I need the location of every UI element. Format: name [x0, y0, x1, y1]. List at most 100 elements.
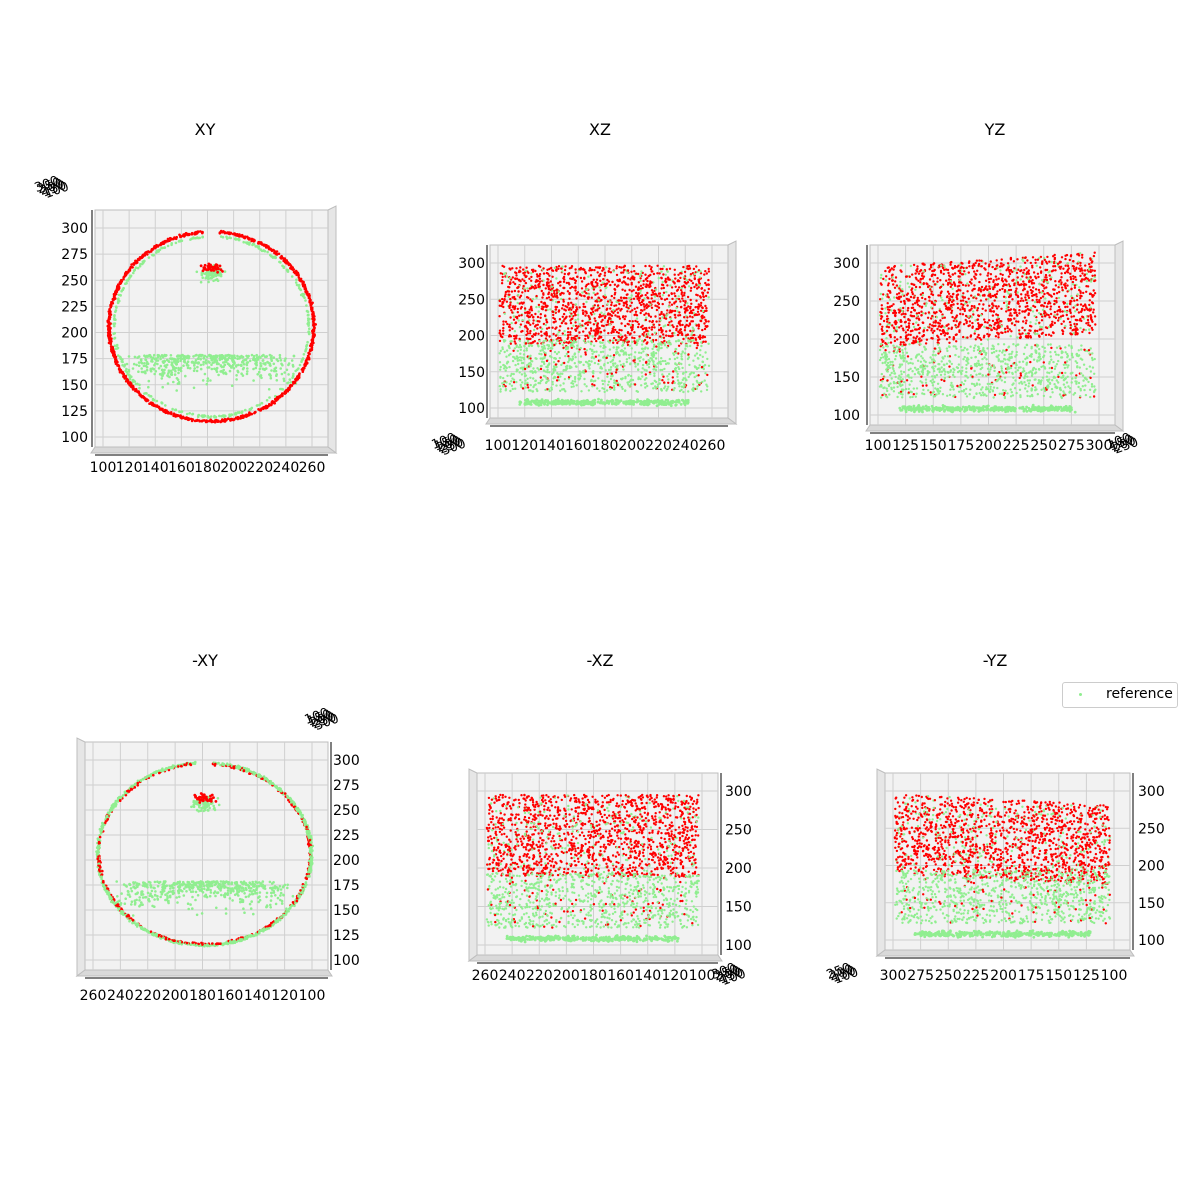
point-reference	[650, 353, 653, 357]
point-reference	[566, 401, 570, 404]
point-target	[516, 307, 519, 311]
point-target	[295, 273, 298, 277]
point-reference	[158, 372, 162, 376]
point-reference	[200, 272, 204, 275]
point-target	[680, 291, 684, 294]
scatter-points	[106, 229, 318, 424]
point-target	[650, 297, 653, 300]
point-target	[580, 280, 584, 283]
point-target	[656, 294, 659, 298]
point-reference	[515, 368, 519, 371]
point-reference	[573, 375, 577, 379]
point-reference	[559, 375, 562, 378]
point-reference	[171, 407, 174, 411]
point-reference	[199, 363, 203, 367]
point-reference	[288, 378, 292, 381]
point-target	[131, 386, 134, 389]
point-reference	[593, 361, 597, 365]
point-reference	[113, 324, 116, 328]
point-reference	[651, 347, 654, 351]
point-target	[139, 256, 143, 260]
point-target	[606, 319, 610, 323]
point-reference	[257, 247, 261, 250]
point-target	[553, 292, 556, 295]
point-reference	[167, 372, 170, 375]
point-reference	[266, 250, 269, 254]
point-reference	[534, 402, 538, 406]
point-reference	[578, 322, 582, 326]
point-reference	[201, 379, 205, 382]
point-reference	[210, 367, 214, 371]
point-target	[642, 279, 645, 283]
point-target	[534, 333, 537, 337]
point-reference	[608, 348, 612, 351]
point-reference	[675, 306, 678, 310]
point-target	[656, 301, 660, 304]
point-reference	[138, 386, 141, 390]
point-target	[594, 309, 597, 312]
point-reference	[516, 357, 519, 360]
point-reference	[698, 364, 701, 367]
point-target	[663, 381, 666, 384]
point-target	[601, 304, 605, 308]
point-target	[671, 381, 674, 385]
point-target	[307, 296, 311, 300]
point-target	[614, 314, 617, 317]
point-reference	[163, 368, 166, 372]
point-reference	[653, 372, 656, 375]
point-target	[603, 271, 607, 274]
point-reference	[187, 357, 190, 360]
point-target	[695, 324, 698, 327]
point-target	[521, 278, 524, 281]
point-target	[687, 353, 690, 356]
point-reference	[291, 374, 295, 378]
point-reference	[680, 362, 683, 366]
point-target	[625, 305, 628, 309]
point-target	[617, 331, 620, 335]
point-reference	[641, 347, 645, 350]
point-reference	[154, 362, 157, 365]
point-reference	[545, 377, 548, 380]
point-reference	[530, 272, 533, 275]
point-reference	[523, 344, 526, 347]
point-target	[134, 389, 138, 393]
point-target	[246, 237, 250, 240]
point-target	[571, 303, 575, 306]
point-reference	[561, 270, 564, 273]
point-reference	[611, 339, 615, 342]
point-target	[511, 267, 514, 270]
point-target	[602, 278, 605, 281]
point-target	[650, 293, 653, 297]
point-target	[570, 285, 574, 289]
point-reference	[519, 352, 522, 355]
point-target	[594, 281, 598, 284]
point-reference	[548, 371, 551, 374]
point-target	[614, 371, 618, 374]
point-reference	[561, 388, 564, 391]
point-target	[644, 304, 647, 307]
point-reference	[502, 376, 505, 380]
point-target	[530, 275, 533, 279]
point-reference	[687, 375, 690, 379]
point-reference	[646, 402, 650, 406]
point-target	[216, 270, 220, 274]
point-target	[626, 331, 630, 334]
point-reference	[584, 360, 588, 364]
point-target	[552, 332, 555, 336]
point-target	[566, 290, 570, 293]
point-reference	[656, 362, 659, 365]
x-tick-label: 220	[246, 460, 273, 476]
point-reference	[186, 366, 190, 370]
point-reference	[604, 369, 607, 372]
point-reference	[513, 347, 516, 350]
point-reference	[513, 330, 517, 333]
point-reference	[283, 371, 287, 374]
point-target	[630, 329, 634, 332]
point-target	[651, 320, 654, 324]
point-reference	[236, 357, 239, 361]
point-reference	[133, 355, 137, 359]
point-target	[203, 419, 206, 422]
point-target	[560, 307, 564, 310]
